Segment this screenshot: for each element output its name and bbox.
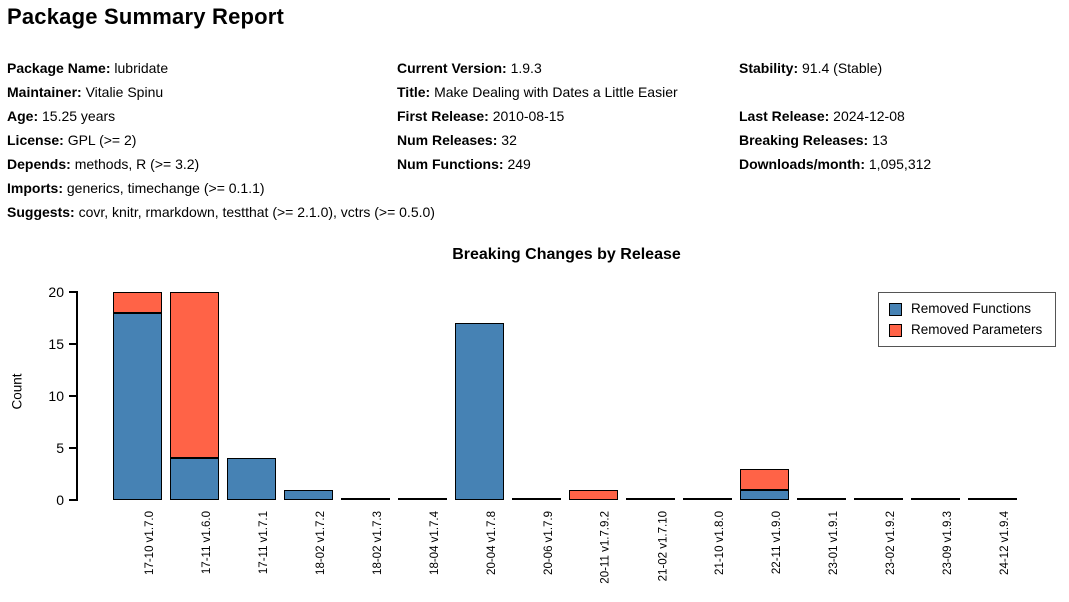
meta-field-label: License: <box>7 132 68 148</box>
zero-bar <box>968 498 1017 500</box>
x-axis-label: 23-01 v1.9.1 <box>828 511 840 575</box>
x-axis-label: 23-02 v1.9.2 <box>885 511 897 575</box>
meta-field: Current Version: 1.9.3 <box>397 60 542 76</box>
bar-segment-removed-functions <box>227 458 276 500</box>
y-tick-mark <box>69 291 76 293</box>
x-axis-label: 22-11 v1.9.0 <box>771 511 783 575</box>
x-axis-label: 20-04 v1.7.8 <box>486 511 498 575</box>
meta-field: Maintainer: Vitalie Spinu <box>7 84 164 100</box>
y-tick-label: 20 <box>48 284 64 300</box>
meta-field: Num Functions: 249 <box>397 156 531 172</box>
x-axis-label: 21-10 v1.8.0 <box>714 511 726 575</box>
y-tick-label: 5 <box>56 440 64 456</box>
legend-item: Removed Functions <box>889 301 1045 317</box>
zero-bar <box>911 498 960 500</box>
meta-column-left: Package Name: lubridate Maintainer: Vital… <box>7 56 435 224</box>
x-axis-label: 17-11 v1.7.1 <box>258 511 270 575</box>
meta-field: Downloads/month: 1,095,312 <box>739 156 932 172</box>
meta-field-label: Imports: <box>7 180 67 196</box>
x-axis-label: 24-12 v1.9.4 <box>999 511 1011 575</box>
meta-column-middle: Current Version: 1.9.3 Title: Make Dealin… <box>397 56 678 176</box>
y-tick-label: 0 <box>56 492 64 508</box>
y-tick-mark <box>69 395 76 397</box>
legend-label: Removed Functions <box>911 301 1032 316</box>
legend: Removed Functions Removed Parameters <box>878 292 1056 347</box>
y-tick-label: 10 <box>48 388 64 404</box>
meta-field-label: Stability: <box>739 60 803 76</box>
legend-item: Removed Parameters <box>889 322 1045 338</box>
x-axis-label: 18-02 v1.7.3 <box>372 511 384 575</box>
y-tick-label: 15 <box>48 336 64 352</box>
legend-swatch-removed-functions <box>889 302 902 316</box>
meta-field: Age: 15.25 years <box>7 108 116 124</box>
chart-title: Breaking Changes by Release <box>452 246 681 263</box>
meta-field: License: GPL (>= 2) <box>7 132 137 148</box>
y-tick-mark <box>69 447 76 449</box>
meta-field-empty <box>739 80 931 104</box>
zero-bar <box>398 498 447 500</box>
x-axis-label: 20-06 v1.7.9 <box>543 511 555 575</box>
bar-segment-removed-parameters <box>113 292 162 313</box>
meta-column-right: Stability: 91.4 (Stable) Last Release: 2… <box>739 56 931 176</box>
meta-field-label: Age: <box>7 108 42 124</box>
x-axis-label: 17-10 v1.7.0 <box>144 511 156 575</box>
x-axis-label: 23-09 v1.9.3 <box>942 511 954 575</box>
meta-field: Imports: generics, timechange (>= 0.1.1) <box>7 180 265 196</box>
page-title: Package Summary Report <box>7 4 285 29</box>
legend-label: Removed Parameters <box>911 322 1043 337</box>
bar-segment-removed-parameters <box>569 490 618 500</box>
meta-field-label: Num Releases: <box>397 132 502 148</box>
bar-segment-removed-functions <box>284 490 333 500</box>
bar-segment-removed-functions <box>113 313 162 500</box>
meta-field: Title: Make Dealing with Dates a Little … <box>397 84 678 100</box>
zero-bar <box>854 498 903 500</box>
meta-field-label: Maintainer: <box>7 84 86 100</box>
meta-field: Num Releases: 32 <box>397 132 517 148</box>
x-axis-label: 21-02 v1.7.10 <box>657 511 669 582</box>
bar-segment-removed-functions <box>740 490 789 500</box>
meta-field-label: Suggests: <box>7 204 79 220</box>
meta-field: Package Name: lubridate <box>7 60 169 76</box>
meta-field: Suggests: covr, knitr, rmarkdown, testth… <box>7 204 435 220</box>
meta-field: Stability: 91.4 (Stable) <box>739 60 883 76</box>
meta-field-label: Downloads/month: <box>739 156 869 172</box>
bar-segment-removed-functions <box>455 323 504 500</box>
bar-segment-removed-functions <box>170 458 219 500</box>
bar-segment-removed-parameters <box>740 469 789 490</box>
zero-bar <box>512 498 561 500</box>
meta-field: First Release: 2010-08-15 <box>397 108 565 124</box>
zero-bar <box>341 498 390 500</box>
meta-field-label: Breaking Releases: <box>739 132 873 148</box>
bar-segment-removed-parameters <box>170 292 219 458</box>
meta-field: Depends: methods, R (>= 3.2) <box>7 156 200 172</box>
meta-field-label: Current Version: <box>397 60 511 76</box>
zero-bar <box>626 498 675 500</box>
zero-bar <box>683 498 732 500</box>
meta-field-label: Num Functions: <box>397 156 508 172</box>
meta-field: Breaking Releases: 13 <box>739 132 888 148</box>
legend-swatch-removed-parameters <box>889 323 902 337</box>
meta-field-label: Title: <box>397 84 435 100</box>
meta-field: Last Release: 2024-12-08 <box>739 108 905 124</box>
x-axis-label: 18-02 v1.7.2 <box>315 511 327 575</box>
x-axis-label: 20-11 v1.7.9.2 <box>600 511 612 584</box>
y-axis-line <box>76 291 78 501</box>
meta-field-label: Package Name: <box>7 60 115 76</box>
y-tick-mark <box>69 499 76 501</box>
meta-field-label: Last Release: <box>739 108 834 124</box>
x-axis-label: 17-11 v1.6.0 <box>201 511 213 575</box>
meta-field-label: Depends: <box>7 156 75 172</box>
zero-bar <box>797 498 846 500</box>
y-tick-mark <box>69 343 76 345</box>
x-axis-label: 18-04 v1.7.4 <box>429 511 441 575</box>
y-axis-title: Count <box>9 373 25 410</box>
meta-field-label: First Release: <box>397 108 493 124</box>
